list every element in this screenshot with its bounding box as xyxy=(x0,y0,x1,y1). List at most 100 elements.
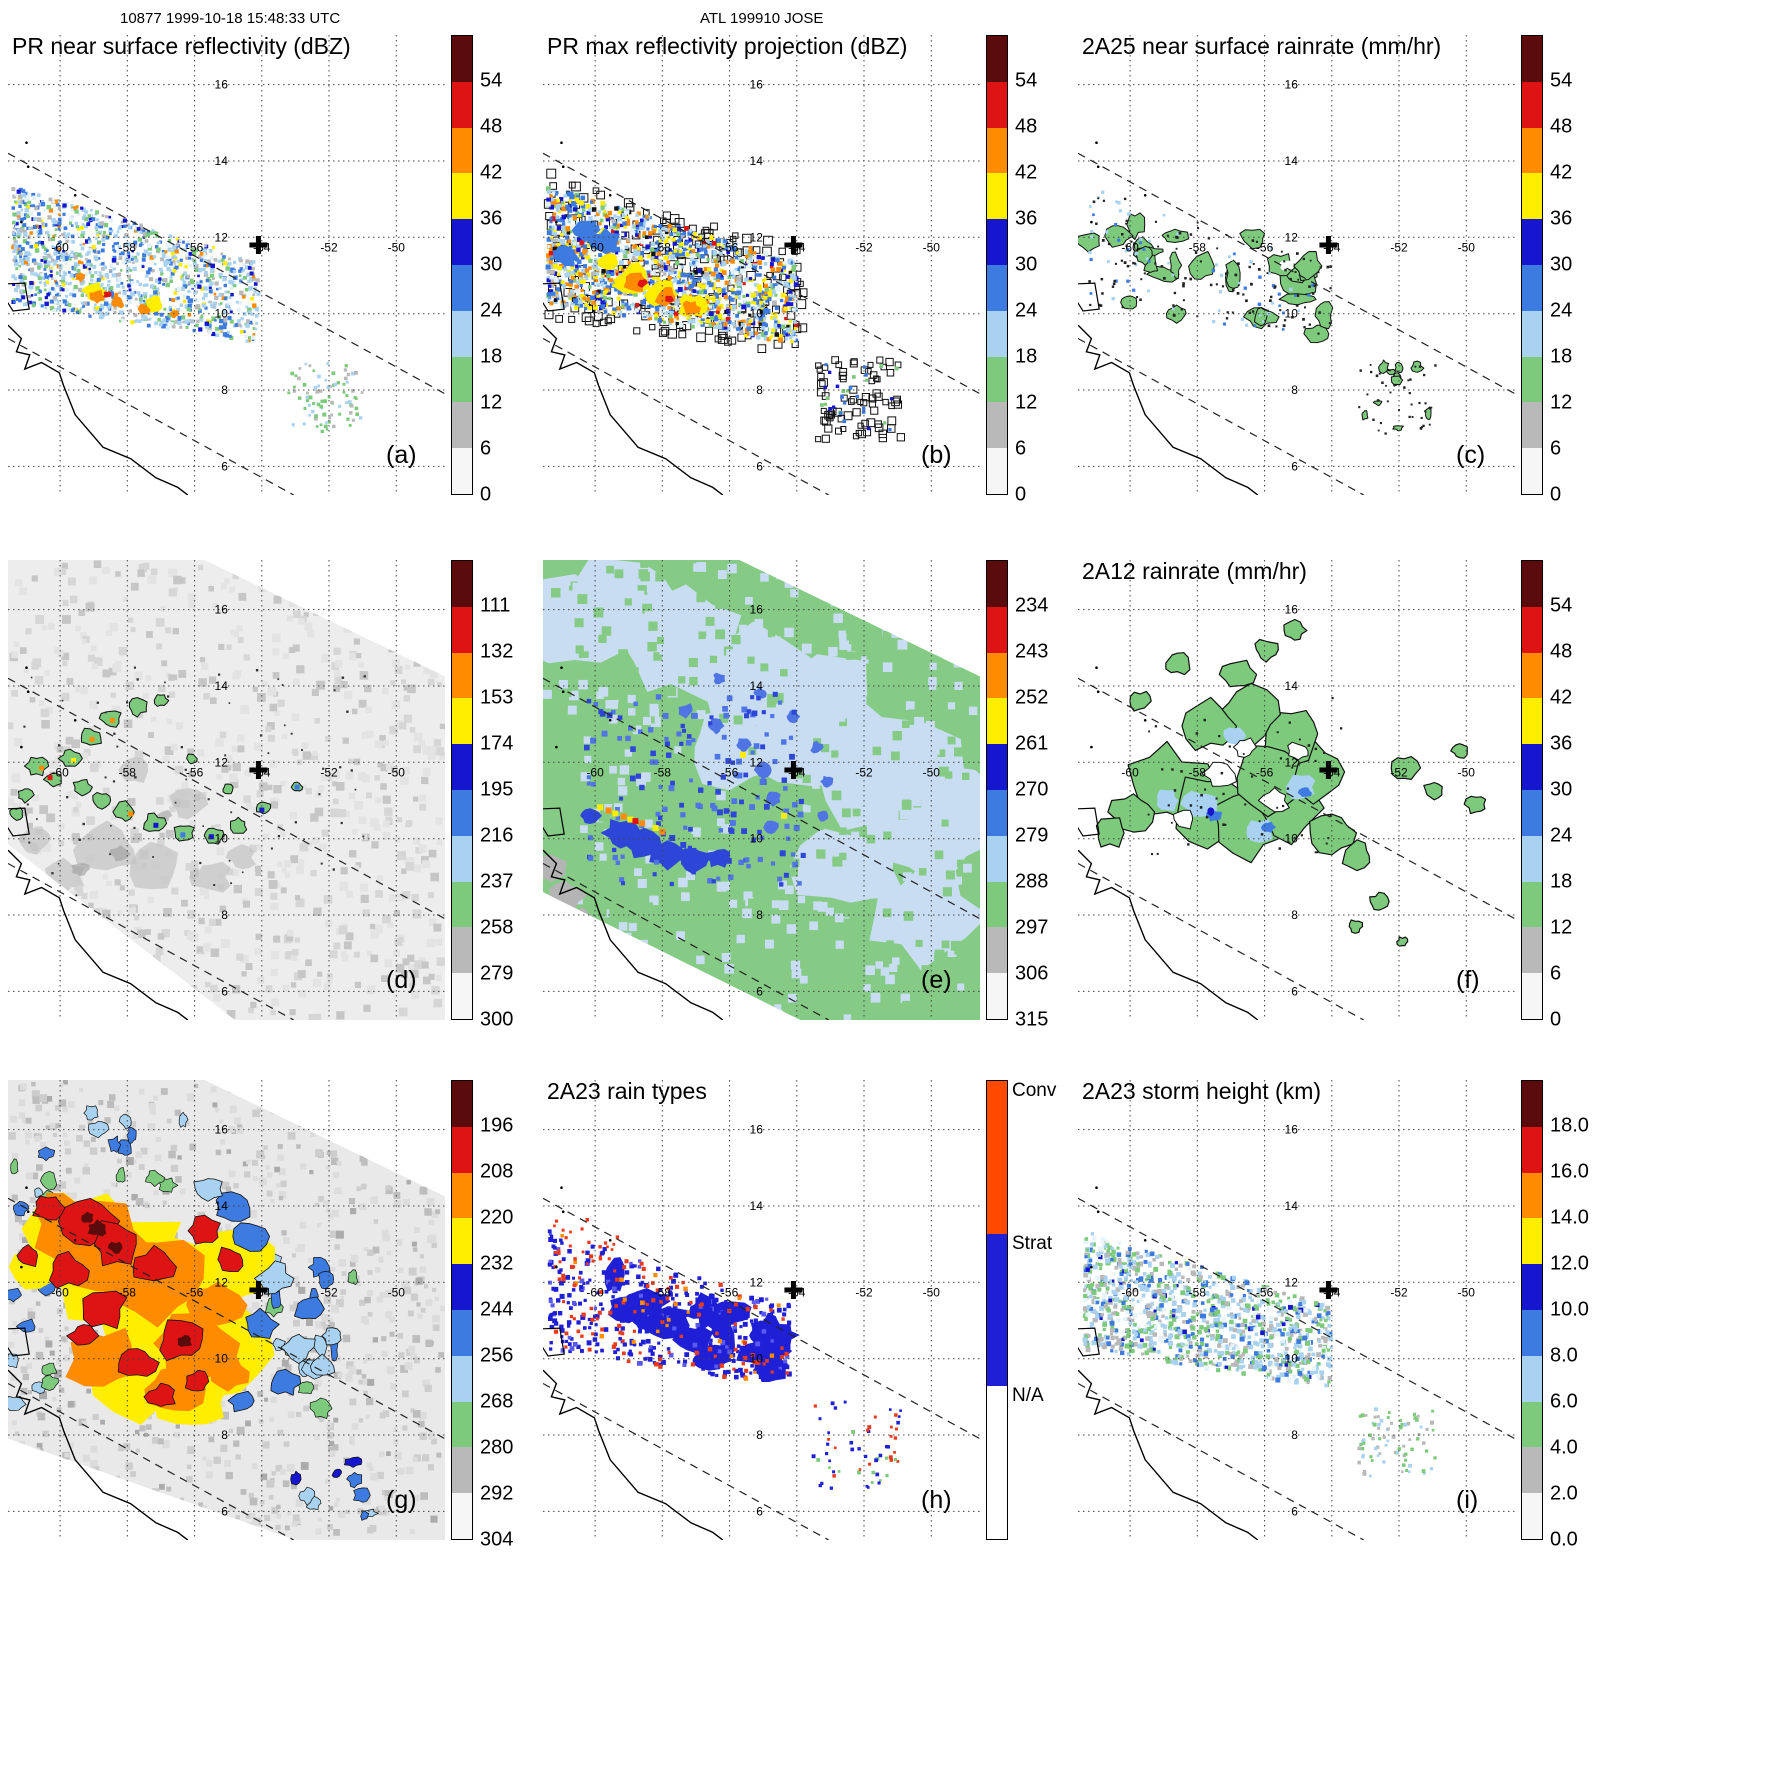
colorbar-tick: 0.0 xyxy=(1550,1528,1578,1551)
colorbar-tick: 24 xyxy=(1550,299,1573,322)
colorbar-tick: 10.0 xyxy=(1550,1298,1589,1321)
lon-label: -50 xyxy=(388,240,406,254)
island-dot xyxy=(560,141,563,144)
grid-layer xyxy=(543,35,980,495)
lon-label: -58 xyxy=(1189,765,1207,779)
lon-label: -52 xyxy=(1390,1285,1408,1299)
island-dot xyxy=(26,690,30,693)
colorbar-tick: 6 xyxy=(1015,437,1027,460)
colorbar-segment xyxy=(987,173,1007,220)
lon-label: -60 xyxy=(51,765,69,779)
lon-label: -56 xyxy=(186,1285,204,1299)
colorbar-segment xyxy=(1522,881,1542,928)
lat-label: 8 xyxy=(756,908,763,922)
colorbar-tick: 261 xyxy=(1015,732,1049,755)
colorbar-tick: 195 xyxy=(480,778,514,801)
lon-label: -60 xyxy=(1121,765,1139,779)
colorbar-tick: 292 xyxy=(480,1482,514,1505)
colorbar-segment xyxy=(1522,127,1542,174)
colorbar-segment xyxy=(1522,606,1542,653)
colorbar-segment xyxy=(452,1447,472,1494)
panel-f: 54 48 42 36 30 24 18 12 6 0 2A12 rainrate (mm/hr) -… xyxy=(1070,558,1605,1032)
lat-label: 14 xyxy=(215,679,229,693)
colorbar-segment xyxy=(1522,356,1542,403)
colorbar-segment xyxy=(987,264,1007,311)
lat-label: 6 xyxy=(756,459,763,473)
storm-center-marker xyxy=(784,235,803,254)
colorbar-segment xyxy=(1522,1447,1542,1494)
header-storm-id: ATL 199910 JOSE xyxy=(700,10,824,27)
colorbar-tick: 279 xyxy=(480,962,514,985)
data-layer xyxy=(543,168,906,443)
colorbar-segment xyxy=(452,744,472,790)
colorbar-segment xyxy=(452,127,472,174)
colorbar-segment xyxy=(1522,36,1542,82)
lon-label: -58 xyxy=(119,1285,137,1299)
colorbar-segment xyxy=(1522,1172,1542,1219)
storm-center-marker xyxy=(1319,760,1338,779)
lon-label: -52 xyxy=(1390,765,1408,779)
colorbar-segment xyxy=(987,1233,1007,1387)
panel-b: 54 48 42 36 30 24 18 12 6 0 PR max reflectivity pr… xyxy=(535,33,1070,507)
colorbar-segment xyxy=(1522,744,1542,790)
colorbar-segment xyxy=(1522,81,1542,128)
grid-layer xyxy=(1078,560,1515,1020)
colorbar-segment xyxy=(987,81,1007,128)
panel-letter: (b) xyxy=(921,441,952,469)
lon-label: -60 xyxy=(586,765,604,779)
lat-label: 12 xyxy=(215,755,229,769)
swath-edge-lines xyxy=(8,677,445,1020)
lon-label: -60 xyxy=(1121,240,1139,254)
colorbar-segment xyxy=(1522,561,1542,607)
colorbar-tick: 288 xyxy=(1015,870,1049,893)
colorbar-tick: 232 xyxy=(480,1252,514,1275)
colorbar-segment xyxy=(987,1081,1007,1234)
colorbar-tick: 12 xyxy=(1550,391,1573,414)
lat-label: 6 xyxy=(1291,459,1298,473)
colorbar-segment xyxy=(452,356,472,403)
storm-center-marker xyxy=(249,760,268,779)
lon-label: -52 xyxy=(320,1285,338,1299)
colorbar-tick: 42 xyxy=(1550,686,1573,709)
lat-label: 10 xyxy=(215,832,229,846)
colorbar-segment xyxy=(452,652,472,699)
island-dot xyxy=(1095,1186,1098,1189)
colorbar-tick: 42 xyxy=(1015,161,1038,184)
lon-label: -52 xyxy=(320,765,338,779)
lat-label: 10 xyxy=(1285,1352,1299,1366)
colorbar-tick: 304 xyxy=(480,1528,514,1551)
colorbar-tick: 30 xyxy=(1550,778,1573,801)
island-dot xyxy=(1096,165,1100,168)
lat-label: 8 xyxy=(221,908,228,922)
lat-label: 12 xyxy=(1285,755,1299,769)
lat-label: 10 xyxy=(750,832,764,846)
colorbar-segment xyxy=(987,310,1007,357)
colorbar-tick: 6 xyxy=(1550,437,1562,460)
colorbar-segment xyxy=(987,219,1007,265)
colorbar-tick: 48 xyxy=(1550,640,1573,663)
island-dot xyxy=(561,1210,565,1213)
data-layer xyxy=(1078,190,1437,435)
lat-label: 16 xyxy=(1285,78,1299,92)
colorbar-tick: 0 xyxy=(1550,1008,1562,1031)
colorbar-tick: 279 xyxy=(1015,824,1049,847)
lon-label: -58 xyxy=(1189,1285,1207,1299)
colorbar-tick: 153 xyxy=(480,686,514,709)
panel-title-a: PR near surface reflectivity (dBZ) xyxy=(12,33,351,59)
colorbar-segment xyxy=(987,36,1007,82)
colorbar-segment xyxy=(1522,264,1542,311)
lat-label: 10 xyxy=(750,1352,764,1366)
panel-title-h: 2A23 rain types xyxy=(547,1078,707,1104)
lon-label: -60 xyxy=(51,1285,69,1299)
panel-title-c: 2A25 near surface rainrate (mm/hr) xyxy=(1082,33,1442,59)
lon-label: -58 xyxy=(654,765,672,779)
panel-c: 54 48 42 36 30 24 18 12 6 0 2A25 near surface rain… xyxy=(1070,33,1605,507)
colorbar-tick: 306 xyxy=(1015,962,1049,985)
colorbar-tick: 244 xyxy=(480,1298,514,1321)
